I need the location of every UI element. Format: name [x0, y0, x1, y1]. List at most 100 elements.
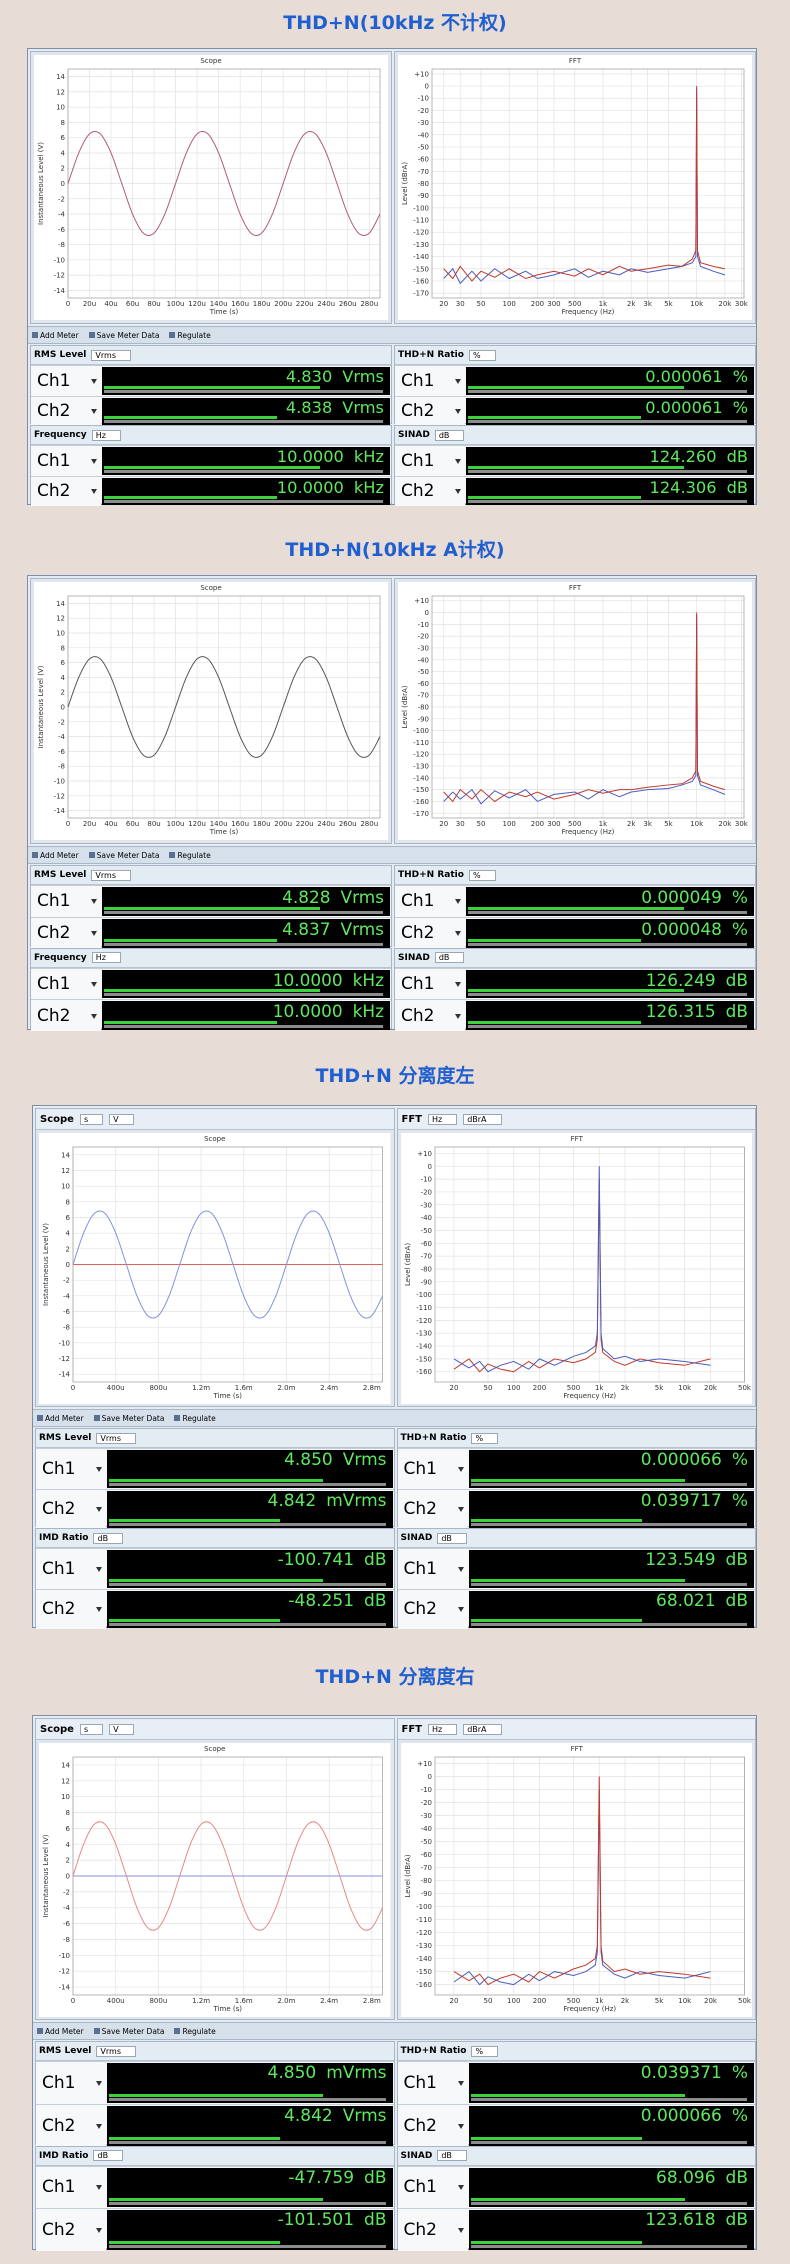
y-tick-label: -90 — [420, 1278, 431, 1286]
x-tick-label: 10k — [690, 820, 704, 828]
x-tick-label: 180u — [253, 300, 271, 308]
chart-title: FFT — [570, 1745, 583, 1753]
meter-title: SINAD — [400, 1533, 433, 1543]
channel-name: Ch1 — [37, 973, 71, 994]
meter-title: Frequency — [34, 430, 87, 440]
level-bar — [470, 2136, 642, 2140]
channel-label: Ch2 — [31, 396, 101, 426]
meter-display: -48.251 dB — [107, 1590, 393, 1628]
meter-unit: dB — [364, 2167, 387, 2188]
channel-label: Ch2 — [36, 2104, 106, 2147]
channel-label: Ch1 — [395, 446, 465, 476]
y-tick-label: 4 — [66, 1230, 71, 1238]
toolbar-button[interactable]: Add Meter — [37, 2027, 84, 2036]
y-tick-label: -160 — [413, 798, 429, 806]
panel-header: Scope s V — [36, 1719, 394, 1740]
y-tick-label: -40 — [418, 656, 429, 664]
y-tick-label: -8 — [58, 763, 65, 771]
unit-dropdown: Vrms — [96, 1432, 136, 1444]
meter-reading: 123.618 dB — [645, 2210, 748, 2230]
toolbar-button[interactable]: Add Meter — [37, 1414, 84, 1423]
y-tick-label: 10 — [56, 630, 65, 638]
toolbar-button[interactable]: Regulate — [169, 851, 210, 860]
meter-unit: % — [731, 2063, 748, 2083]
x-tick-label: 20k — [718, 300, 732, 308]
y-tick-label: -160 — [416, 1981, 432, 1989]
level-bar — [104, 416, 277, 419]
meter-value: -48.251 — [288, 1590, 355, 1611]
channel-label: Ch1 — [36, 1549, 106, 1589]
toolbar-button[interactable]: Save Meter Data — [89, 331, 160, 340]
channel-name: Ch2 — [403, 1499, 437, 1520]
x-tick-label: 2.4m — [320, 1384, 338, 1392]
y-tick-label: -140 — [416, 1343, 432, 1351]
y-tick-label: -60 — [418, 680, 429, 688]
toolbar-button[interactable]: Add Meter — [32, 851, 79, 860]
level-bar-track — [470, 1523, 748, 1526]
y-tick-label: -10 — [54, 256, 65, 264]
toolbar-button[interactable]: Save Meter Data — [94, 1414, 165, 1423]
chart-wrap: FFT +10 0 -10 -20 -30 -40 -50 -60 -70 -80 -90 -100 -1… — [395, 52, 755, 323]
dropdown-arrow — [96, 2080, 102, 2086]
level-bar-track — [104, 1025, 384, 1028]
channel-name: Ch1 — [42, 1458, 76, 1479]
y-tick-label: -120 — [416, 1929, 432, 1937]
meter-row: Ch2 4.838 Vrms — [31, 395, 391, 426]
toolbar-button[interactable]: Regulate — [169, 331, 210, 340]
dropdown: s — [79, 1113, 104, 1125]
y-tick-label: 14 — [56, 600, 65, 608]
toolbar-button[interactable]: Regulate — [174, 1414, 215, 1423]
y-tick-label: -130 — [416, 1942, 432, 1950]
chart: FFT +10 0 -10 -20 -30 -40 -50 -60 -70 -80 -90 -100 -1… — [400, 1133, 752, 1404]
series-line — [453, 1789, 711, 1986]
meter-display: 10.0000 kHz — [102, 447, 390, 475]
y-tick-label: -120 — [413, 229, 429, 237]
dropdown-arrow — [457, 2185, 464, 2191]
meter-display: 10.0000 kHz — [102, 477, 390, 505]
series-line — [453, 1776, 711, 1986]
y-tick-label: -80 — [418, 180, 429, 188]
toolbar-button[interactable]: Save Meter Data — [89, 851, 160, 860]
meter-unit: % — [731, 2105, 748, 2126]
meter-display: 0.000048% — [466, 918, 754, 948]
x-tick-label: 60u — [126, 820, 139, 828]
meter-unit: % — [731, 887, 748, 907]
toolbar-button[interactable]: Regulate — [174, 2027, 215, 2036]
level-bar — [104, 989, 320, 993]
meter-reading: -47.759 dB — [288, 2168, 386, 2188]
x-tick-label: 160u — [231, 300, 249, 308]
level-bar-track — [470, 2097, 748, 2101]
level-bar-track — [104, 910, 384, 914]
level-bar — [470, 1478, 685, 1482]
y-tick-label: -130 — [416, 1330, 432, 1338]
dropdown: V — [109, 1723, 134, 1735]
y-tick-label: -170 — [413, 290, 429, 298]
meter-unit: % — [731, 1490, 748, 1511]
level-bar-track — [104, 993, 384, 997]
x-tick-label: 260u — [339, 820, 357, 828]
channel-name: Ch1 — [42, 1558, 76, 1579]
x-tick-label: 200 — [531, 820, 544, 828]
level-bar — [468, 906, 684, 910]
dropdown-arrow — [96, 1607, 102, 1613]
x-tick-label: 40u — [104, 300, 117, 308]
channel-label: Ch1 — [31, 446, 101, 476]
meter: THD+N Ratio% Ch1 0.000066% Ch2 0.039717% — [396, 1428, 756, 1529]
level-bar — [104, 496, 277, 499]
meter-header: Frequency Hz — [31, 948, 391, 968]
y-tick-label: -10 — [418, 621, 429, 629]
meter-row: Ch1 126.249 dB — [395, 967, 755, 1000]
y-tick-label: -8 — [63, 1324, 70, 1332]
toolbar-button[interactable]: Add Meter — [32, 331, 79, 340]
y-tick-label: -150 — [416, 1968, 432, 1976]
x-tick-label: 1k — [594, 1997, 603, 2005]
x-tick-label: 50k — [738, 1997, 752, 2005]
level-bar-track — [109, 2097, 386, 2101]
y-tick-label: -120 — [416, 1317, 432, 1325]
dropdown: Hz — [427, 1723, 458, 1735]
toolbar-button[interactable]: Save Meter Data — [94, 2027, 165, 2036]
meter-value: 4.842 — [267, 1490, 317, 1511]
meter-unit: kHz — [352, 1001, 384, 1022]
fft-panel: FFT Hz dBrA FFT +10 0 -10 -20 -30 -40 -50 -60 -70 -80… — [396, 1108, 756, 1407]
